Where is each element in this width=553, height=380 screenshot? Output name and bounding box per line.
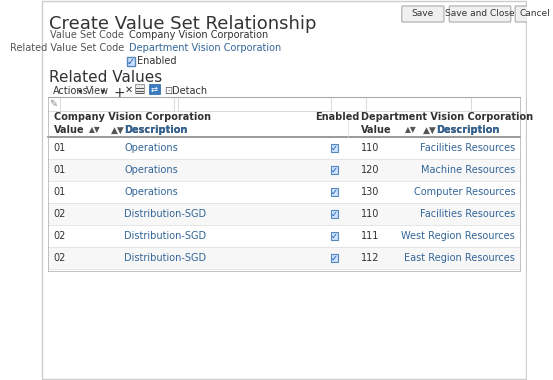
Bar	[127, 57, 134, 66]
Text: Description: Description	[436, 125, 499, 135]
Text: ✓: ✓	[331, 166, 338, 174]
Text: 02: 02	[54, 231, 66, 241]
Text: Value Set Code: Value Set Code	[50, 30, 124, 40]
Bar	[60, 97, 174, 111]
Text: 111: 111	[361, 231, 380, 241]
Text: ✓: ✓	[331, 187, 338, 196]
Text: 110: 110	[361, 143, 380, 153]
Text: ⇄: ⇄	[151, 84, 158, 93]
FancyBboxPatch shape	[515, 6, 553, 22]
Text: Related Values: Related Values	[49, 70, 163, 85]
Text: ▾: ▾	[101, 86, 106, 95]
Text: +: +	[113, 86, 125, 100]
Bar	[331, 166, 338, 174]
Text: West Region Resources: West Region Resources	[401, 231, 515, 241]
Bar	[331, 188, 338, 196]
Text: ▲▼: ▲▼	[423, 125, 437, 135]
Text: 112: 112	[361, 253, 380, 263]
Text: ▲▼: ▲▼	[89, 125, 101, 135]
Text: 120: 120	[361, 165, 380, 175]
Text: Detach: Detach	[171, 86, 207, 96]
Text: ✓: ✓	[331, 253, 338, 263]
Bar	[331, 254, 338, 262]
Bar	[331, 232, 338, 240]
Bar	[48, 181, 520, 203]
Bar	[48, 225, 520, 247]
Text: ▾: ▾	[79, 86, 82, 95]
Text: Value: Value	[361, 125, 392, 135]
Text: Distribution-SGD: Distribution-SGD	[124, 231, 206, 241]
Text: 01: 01	[54, 165, 66, 175]
Text: ✕: ✕	[125, 85, 133, 95]
Text: Company Vision Corporation: Company Vision Corporation	[128, 30, 268, 40]
Text: Description: Description	[124, 125, 187, 135]
Bar	[178, 97, 331, 111]
FancyBboxPatch shape	[402, 6, 444, 22]
Text: 130: 130	[361, 187, 380, 197]
Bar	[48, 203, 520, 225]
Bar	[366, 97, 471, 111]
Text: Distribution-SGD: Distribution-SGD	[124, 209, 206, 219]
Text: Facilities Resources: Facilities Resources	[420, 143, 515, 153]
Text: Enabled: Enabled	[137, 57, 177, 66]
Text: Company Vision Corporation: Company Vision Corporation	[54, 112, 211, 122]
Text: Related Value Set Code: Related Value Set Code	[10, 43, 124, 53]
Text: 110: 110	[361, 209, 380, 219]
Bar	[48, 159, 520, 181]
Text: Actions: Actions	[53, 86, 88, 96]
Bar	[48, 137, 520, 159]
Text: Save: Save	[412, 10, 434, 19]
Text: Operations: Operations	[124, 165, 178, 175]
FancyBboxPatch shape	[449, 6, 511, 22]
Bar	[48, 124, 520, 137]
Text: Operations: Operations	[124, 187, 178, 197]
Text: ✓: ✓	[331, 144, 338, 152]
Bar	[134, 84, 144, 93]
Bar	[48, 247, 520, 269]
Text: Save and Close: Save and Close	[445, 10, 515, 19]
Text: 02: 02	[54, 253, 66, 263]
Text: Department Vision Corporation: Department Vision Corporation	[128, 43, 281, 53]
Text: Value: Value	[54, 125, 85, 135]
Text: Enabled: Enabled	[315, 112, 360, 122]
Text: Machine Resources: Machine Resources	[421, 165, 515, 175]
Text: ✓: ✓	[331, 209, 338, 218]
Text: ✓: ✓	[331, 231, 338, 241]
Text: ▲▼: ▲▼	[111, 125, 124, 135]
Text: Distribution-SGD: Distribution-SGD	[124, 253, 206, 263]
Text: Facilities Resources: Facilities Resources	[420, 209, 515, 219]
Text: 01: 01	[54, 187, 66, 197]
Bar	[331, 210, 338, 218]
Bar	[48, 111, 320, 124]
Text: ▲▼: ▲▼	[405, 125, 417, 135]
Bar	[355, 111, 520, 124]
Text: Computer Resources: Computer Resources	[414, 187, 515, 197]
Text: Operations: Operations	[124, 143, 178, 153]
Text: Description: Description	[436, 125, 499, 135]
Text: ✓: ✓	[127, 57, 135, 66]
Bar	[149, 84, 160, 94]
Text: ⊡: ⊡	[164, 86, 172, 96]
Text: 01: 01	[54, 143, 66, 153]
Text: 02: 02	[54, 209, 66, 219]
Text: View: View	[86, 86, 109, 96]
Text: Department Vision Corporation: Department Vision Corporation	[361, 112, 534, 122]
Text: Create Value Set Relationship: Create Value Set Relationship	[49, 15, 317, 33]
Text: East Region Resources: East Region Resources	[404, 253, 515, 263]
Text: Description: Description	[124, 125, 187, 135]
Text: ✎: ✎	[49, 99, 58, 109]
Text: Cancel: Cancel	[519, 10, 550, 19]
Bar	[331, 144, 338, 152]
